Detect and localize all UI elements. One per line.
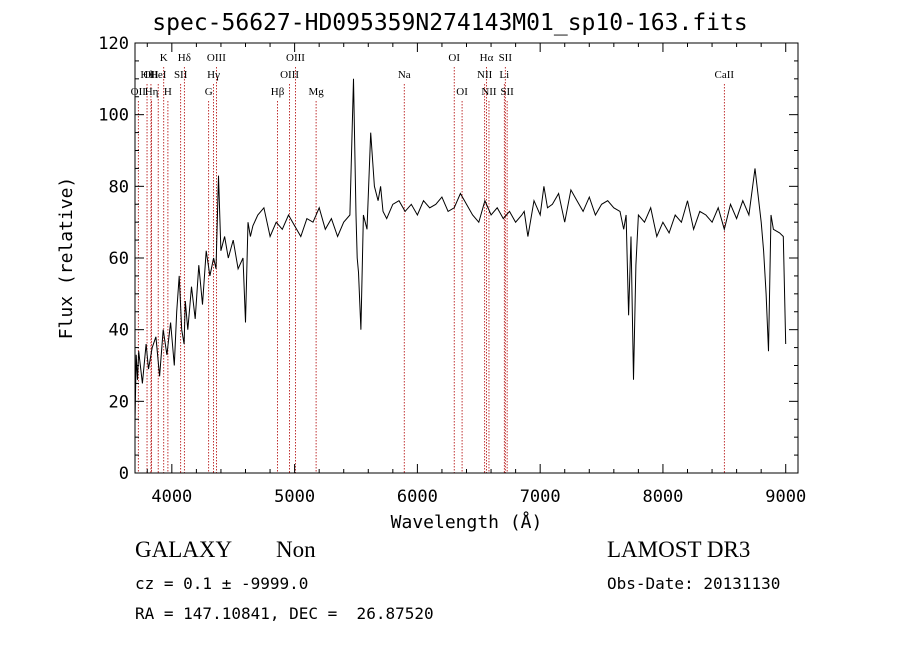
spectral-line-label: Hβ <box>271 86 285 98</box>
spectral-line-label: SII <box>500 86 514 98</box>
spectral-line-label: Hδ <box>178 52 191 64</box>
spectral-line-label: Li <box>499 69 509 81</box>
x-tick-label: 5000 <box>274 487 315 507</box>
spectral-line-label: CaII <box>715 69 735 81</box>
spectral-line-label: NII <box>477 69 493 81</box>
spectral-line-label: OII <box>143 69 159 81</box>
y-tick-label: 100 <box>98 106 129 126</box>
spectral-line-label: G <box>205 86 213 98</box>
x-tick-label: 7000 <box>520 487 561 507</box>
y-tick-label: 80 <box>109 177 129 197</box>
y-axis-label: Flux (relative) <box>56 177 77 340</box>
spectral-line-label: Hγ <box>207 69 220 81</box>
chart-title: spec-56627-HD095359N274143M01_sp10-163.f… <box>152 10 748 36</box>
object-subclass: Non <box>276 537 316 562</box>
spectral-line-label: SII <box>174 69 188 81</box>
y-tick-label: 0 <box>119 464 129 484</box>
y-tick-label: 40 <box>109 321 129 341</box>
spectral-line-label: K <box>160 52 168 64</box>
spectral-line-label: Hα <box>480 52 494 64</box>
x-tick-label: 9000 <box>765 487 806 507</box>
spectral-line-label: Na <box>398 69 411 81</box>
x-tick-label: 8000 <box>642 487 683 507</box>
coordinates: RA = 147.10841, DEC = 26.87520 <box>135 604 434 623</box>
spectral-line-label: H <box>164 86 172 98</box>
spectral-line-label: OIII <box>207 52 226 64</box>
y-tick-label: 120 <box>98 34 129 54</box>
spectral-line-label: Hη <box>145 86 159 98</box>
spectral-line-label: Mg <box>308 86 324 98</box>
object-class: GALAXY <box>135 537 233 562</box>
spectral-line-label: OIII <box>280 69 299 81</box>
x-tick-label: 6000 <box>397 487 438 507</box>
spectral-line-label: HeI <box>150 69 167 81</box>
spectral-line-label: SII <box>499 52 513 64</box>
redshift-readout: cz = 0.1 ± -9999.0 <box>135 574 309 593</box>
spectral-line-label: OI <box>448 52 460 64</box>
flux-series-line <box>134 78 787 423</box>
spectral-line-label: OI <box>456 86 468 98</box>
y-tick-label: 20 <box>109 392 129 412</box>
obs-date: Obs-Date: 20131130 <box>607 574 781 593</box>
x-tick-label: 4000 <box>151 487 192 507</box>
spectral-line-label: NII <box>481 86 497 98</box>
y-tick-label: 60 <box>109 249 129 269</box>
plot-frame <box>134 42 799 474</box>
survey-name: LAMOST DR3 <box>607 537 751 562</box>
x-axis-label: Wavelength (Å) <box>391 511 543 533</box>
spectral-line-label: Hθ <box>140 69 153 81</box>
spectral-line-label: OIII <box>286 52 305 64</box>
